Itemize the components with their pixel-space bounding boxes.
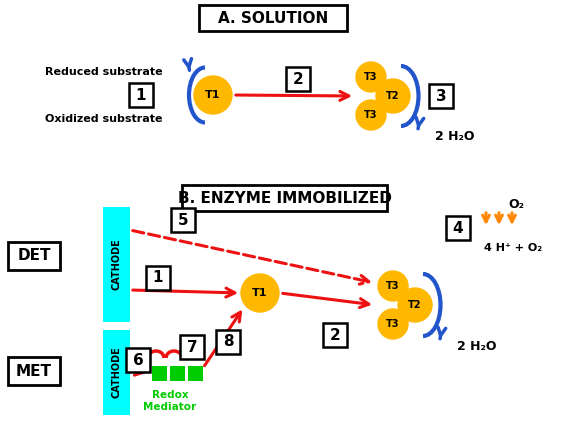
Text: Redox
Mediator: Redox Mediator — [144, 390, 196, 412]
FancyBboxPatch shape — [180, 335, 204, 359]
FancyBboxPatch shape — [429, 84, 453, 108]
Text: T3: T3 — [364, 110, 378, 120]
Text: 2 H₂O: 2 H₂O — [435, 129, 475, 143]
Text: O₂: O₂ — [508, 198, 524, 211]
FancyBboxPatch shape — [8, 242, 60, 270]
FancyBboxPatch shape — [152, 365, 167, 381]
Text: 4 H⁺ + O₂: 4 H⁺ + O₂ — [484, 243, 542, 253]
Circle shape — [398, 288, 432, 322]
FancyBboxPatch shape — [146, 266, 170, 290]
FancyBboxPatch shape — [188, 365, 203, 381]
Text: B. ENZYME IMMOBILIZED: B. ENZYME IMMOBILIZED — [178, 190, 392, 206]
Circle shape — [241, 274, 279, 312]
FancyBboxPatch shape — [216, 330, 240, 354]
Text: CATHODE: CATHODE — [112, 346, 122, 398]
Text: T2: T2 — [387, 91, 400, 101]
FancyBboxPatch shape — [170, 365, 185, 381]
FancyBboxPatch shape — [129, 83, 153, 107]
Text: Oxidized substrate: Oxidized substrate — [45, 114, 163, 124]
Circle shape — [194, 76, 232, 114]
Circle shape — [376, 79, 410, 113]
Text: 6: 6 — [132, 352, 144, 368]
Text: 2: 2 — [330, 327, 341, 343]
Circle shape — [356, 62, 386, 92]
Circle shape — [378, 309, 408, 339]
Text: 7: 7 — [187, 340, 197, 354]
Circle shape — [378, 271, 408, 301]
Text: DET: DET — [17, 248, 50, 264]
FancyBboxPatch shape — [103, 207, 130, 322]
FancyBboxPatch shape — [182, 185, 388, 211]
Text: 2: 2 — [293, 71, 304, 86]
FancyBboxPatch shape — [8, 357, 60, 385]
Text: Reduced substrate: Reduced substrate — [45, 67, 163, 77]
Text: 1: 1 — [153, 270, 163, 286]
Text: T3: T3 — [364, 72, 378, 82]
Text: T3: T3 — [387, 319, 400, 329]
FancyBboxPatch shape — [103, 330, 130, 415]
Text: 3: 3 — [436, 88, 447, 104]
Text: MET: MET — [16, 363, 52, 379]
Text: 5: 5 — [178, 212, 188, 228]
Circle shape — [356, 100, 386, 130]
Text: 8: 8 — [223, 335, 233, 349]
Text: 2 H₂O: 2 H₂O — [457, 341, 496, 354]
FancyBboxPatch shape — [446, 216, 470, 240]
Text: A. SOLUTION: A. SOLUTION — [218, 11, 328, 25]
Text: 1: 1 — [136, 88, 146, 102]
FancyBboxPatch shape — [286, 67, 310, 91]
Text: T1: T1 — [205, 90, 220, 100]
Text: CATHODE: CATHODE — [112, 239, 122, 290]
FancyBboxPatch shape — [199, 5, 347, 31]
Text: 4: 4 — [453, 220, 463, 236]
FancyBboxPatch shape — [171, 208, 195, 232]
Text: T3: T3 — [387, 281, 400, 291]
FancyBboxPatch shape — [126, 348, 150, 372]
FancyBboxPatch shape — [323, 323, 347, 347]
Text: T2: T2 — [408, 300, 422, 310]
Text: T1: T1 — [252, 288, 268, 298]
